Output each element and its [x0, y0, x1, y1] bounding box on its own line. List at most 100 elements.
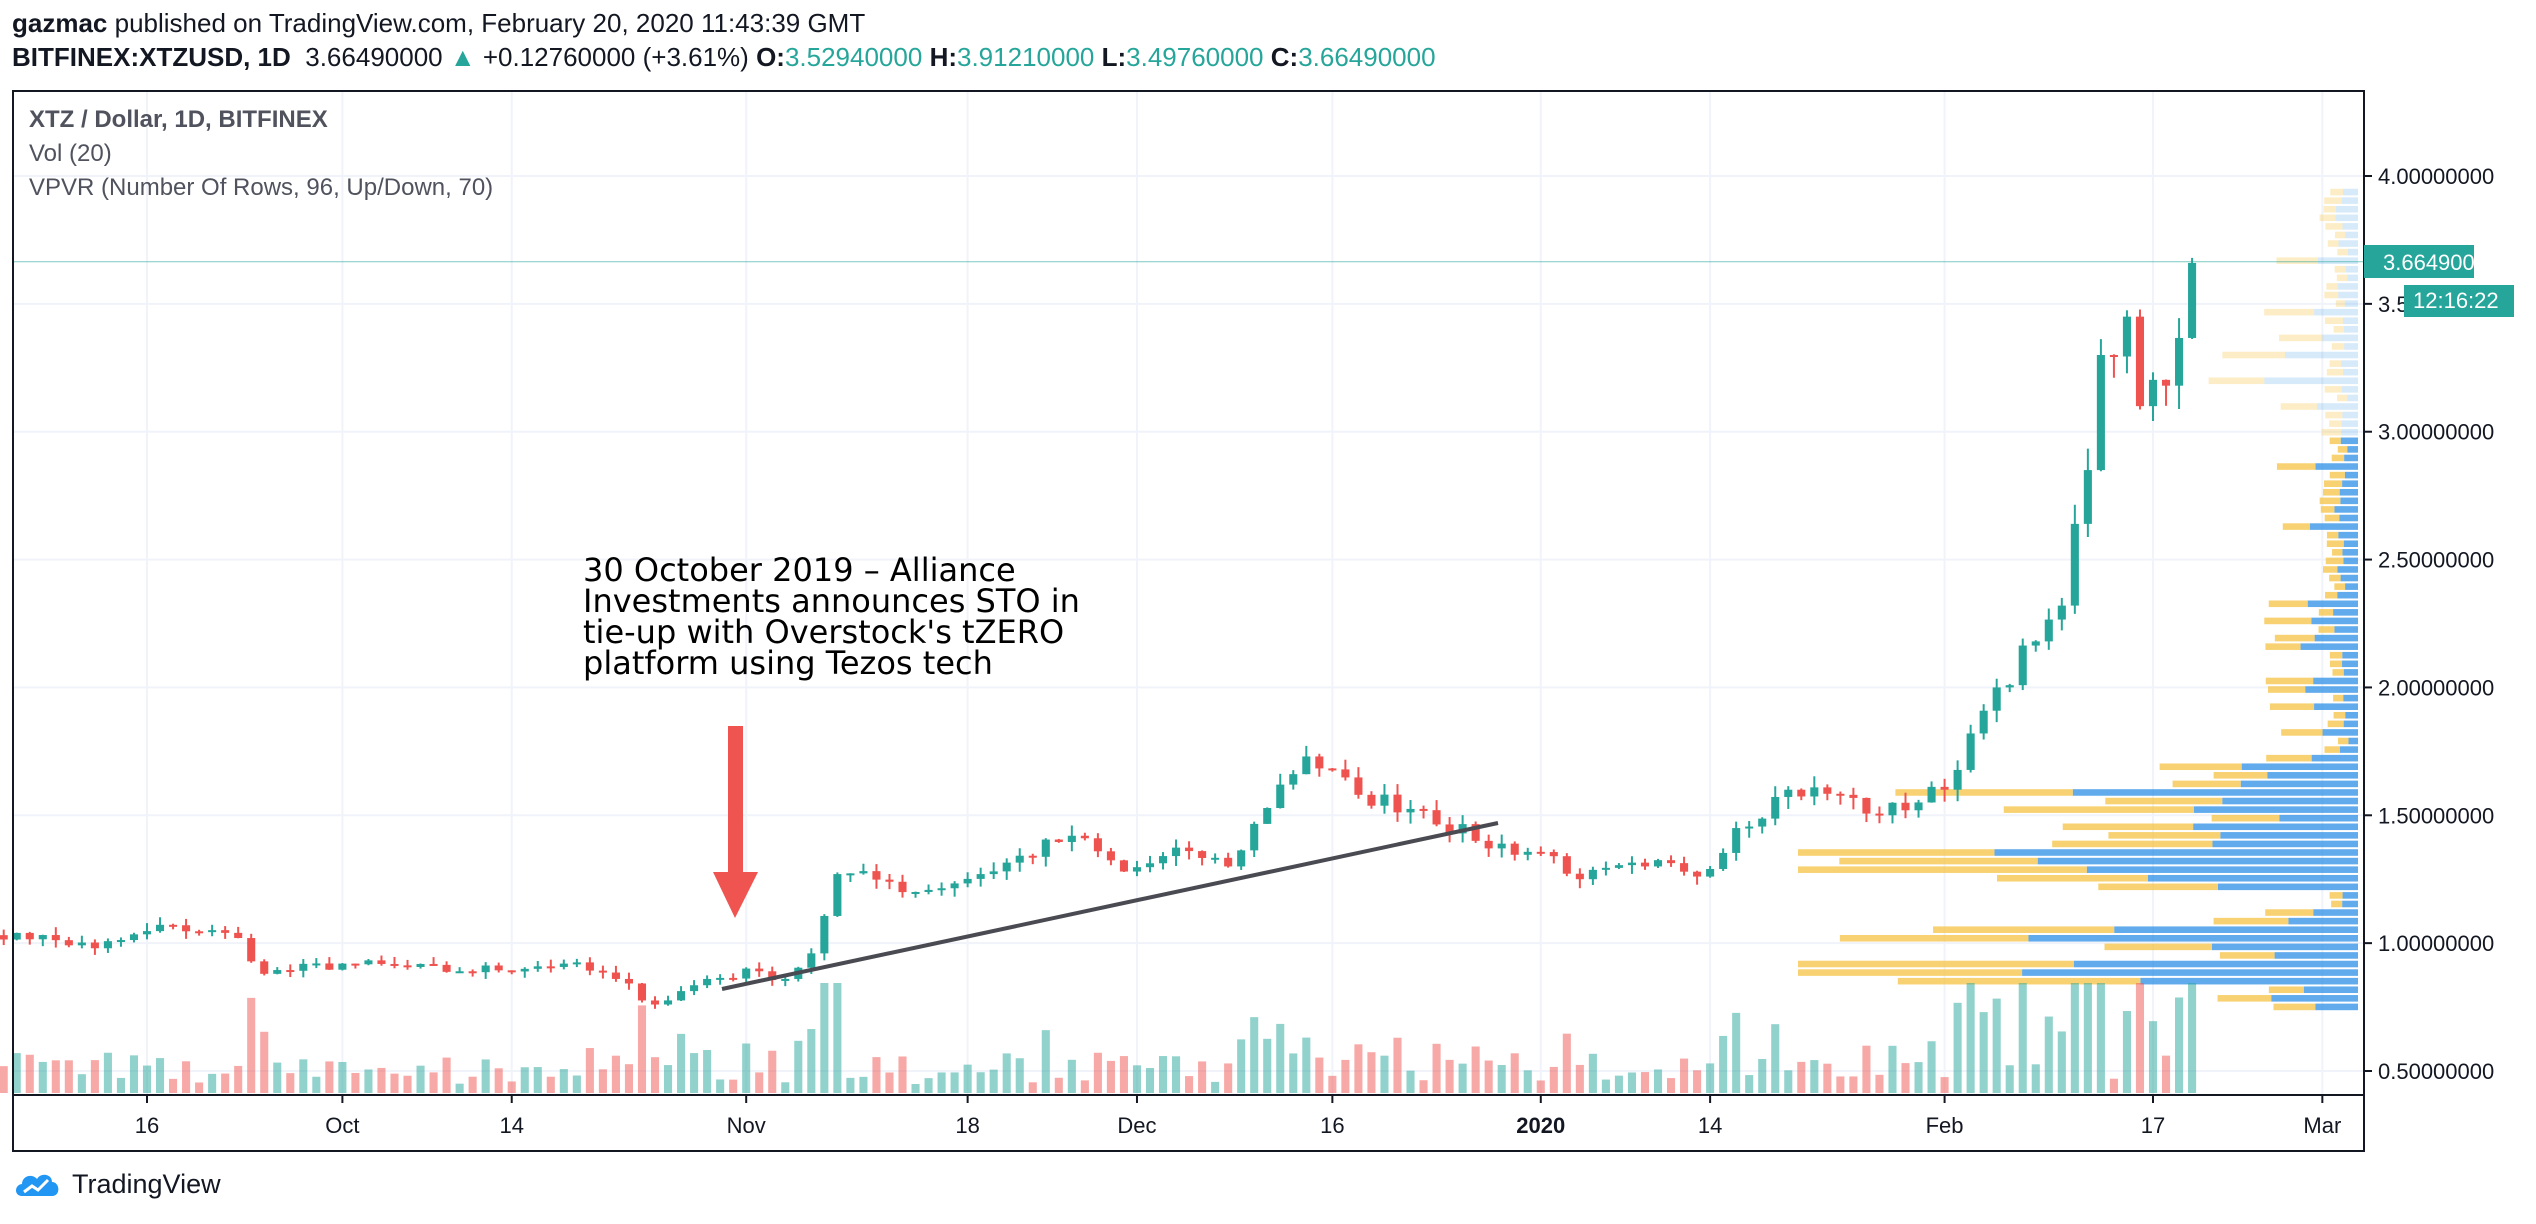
volume-bar [1862, 1045, 1871, 1093]
vpvr-down-bar [2325, 223, 2343, 230]
candle-body [1549, 852, 1558, 857]
candle-body [677, 991, 686, 1001]
price-tick-label: 4.00000000 [2378, 164, 2494, 189]
candle-body [1185, 847, 1194, 852]
candle-body [208, 930, 217, 933]
volume-bar [1549, 1066, 1558, 1093]
vpvr-down-bar [2331, 454, 2345, 462]
author-name: gazmac [12, 8, 108, 38]
vpvr-down-bar [2217, 995, 2272, 1002]
volume-bar [794, 1040, 803, 1093]
volume-bar [1341, 1059, 1350, 1093]
candle-body [429, 963, 438, 966]
candle-body [1575, 873, 1584, 880]
volume-bar [169, 1078, 178, 1093]
vpvr-up-bar [2303, 986, 2358, 994]
volume-bar [1471, 1046, 1480, 1093]
price-tick-label: 1.00000000 [2378, 931, 2494, 956]
vpvr-down-bar [2329, 892, 2343, 899]
volume-bar [950, 1072, 959, 1093]
countdown-tag-text: 12:16:22 [2413, 288, 2499, 313]
volume-bar [1745, 1075, 1754, 1093]
candle-body [1614, 865, 1623, 868]
vpvr-up-bar [2314, 703, 2358, 710]
vpvr-up-bar [2086, 866, 2358, 873]
tradingview-logo[interactable]: TradingView [12, 1168, 221, 1200]
open-value: 3.52940000 [784, 42, 923, 72]
vpvr-up-bar [2343, 720, 2358, 728]
chart-frame [12, 90, 2365, 1152]
volume-bar [195, 1082, 204, 1093]
vpvr-up-bar [2322, 334, 2358, 342]
candle-body [390, 963, 399, 966]
volume-bar [2109, 1078, 2118, 1093]
candle-body [377, 960, 386, 964]
candle-body [1588, 869, 1597, 880]
volume-bar [260, 1031, 269, 1093]
volume-bar [1732, 1012, 1741, 1093]
volume-bar [1484, 1060, 1493, 1093]
volume-bar [403, 1075, 412, 1093]
vpvr-up-bar [2267, 772, 2358, 779]
candle-body [950, 883, 959, 889]
volume-bar [1562, 1033, 1571, 1093]
vpvr-down-bar [2324, 746, 2340, 753]
vpvr-up-bar [2343, 326, 2358, 333]
vpvr-down-bar [2324, 317, 2343, 325]
vpvr-up-bar [2037, 857, 2358, 865]
volume-bar [963, 1064, 972, 1093]
volume-bar [650, 1057, 660, 1093]
vpvr-down-bar [2333, 711, 2346, 719]
candle-body [1875, 813, 1884, 816]
vpvr-up-bar [2222, 797, 2358, 805]
candle-body [1953, 769, 1962, 790]
vpvr-down-bar [2268, 986, 2304, 994]
volume-bar [1810, 1060, 1819, 1093]
volume-bar [1927, 1041, 1936, 1093]
vpvr-down-bar [2332, 669, 2344, 676]
vpvr-up-bar [2240, 780, 2358, 788]
vpvr-up-bar [2337, 591, 2358, 599]
chart-grid [13, 91, 2364, 1095]
vpvr-down-bar [2269, 703, 2315, 710]
volume-bar [38, 1061, 47, 1093]
volume-bar [1158, 1056, 1168, 1093]
volume-bar [390, 1073, 399, 1093]
vpvr-down-bar [2105, 797, 2223, 805]
vpvr-down-bar [2266, 754, 2312, 762]
vpvr-up-bar [2344, 454, 2358, 462]
candle-body [1419, 808, 1428, 811]
candle-body [963, 878, 972, 884]
vpvr-down-bar [2108, 832, 2221, 839]
volume-bar [351, 1072, 360, 1093]
open-label: O: [756, 42, 785, 72]
down-arrow-icon [713, 726, 758, 918]
candle-body [2044, 619, 2053, 642]
vpvr-up-bar [2341, 428, 2358, 436]
vpvr-up-bar [2342, 368, 2358, 376]
candle-body [768, 971, 777, 981]
price-tick-label: 0.50000000 [2378, 1059, 2494, 1084]
vpvr-down-bar [2334, 231, 2346, 239]
vpvr-down-bar [2268, 600, 2308, 608]
candle-body [1380, 794, 1389, 806]
time-tick-label: 16 [1320, 1113, 1344, 1138]
vpvr-up-bar [2342, 223, 2358, 230]
candle-body [1028, 855, 1037, 858]
volume-bar [1067, 1059, 1076, 1093]
volume-bar [2083, 983, 2092, 1093]
candle-body [2005, 685, 2014, 688]
candle-body [1132, 867, 1142, 872]
candle-body [64, 940, 73, 946]
vpvr-up-bar [2341, 360, 2358, 367]
candle-body [1172, 847, 1181, 857]
vpvr-up-bar [2341, 386, 2358, 393]
vpvr-up-bar [2334, 506, 2358, 513]
trendline[interactable] [721, 821, 1499, 991]
annotation-line-2: Investments announces STO in [583, 582, 1080, 620]
vpvr-up-bar [2345, 711, 2358, 719]
time-axis[interactable]: 16 Oct 14 Nov 18 Dec 16 2020 14 Feb 17 Mar [135, 1095, 2342, 1138]
volume-bar [833, 983, 842, 1093]
annotation-line-1: 30 October 2019 – Alliance [583, 551, 1016, 589]
